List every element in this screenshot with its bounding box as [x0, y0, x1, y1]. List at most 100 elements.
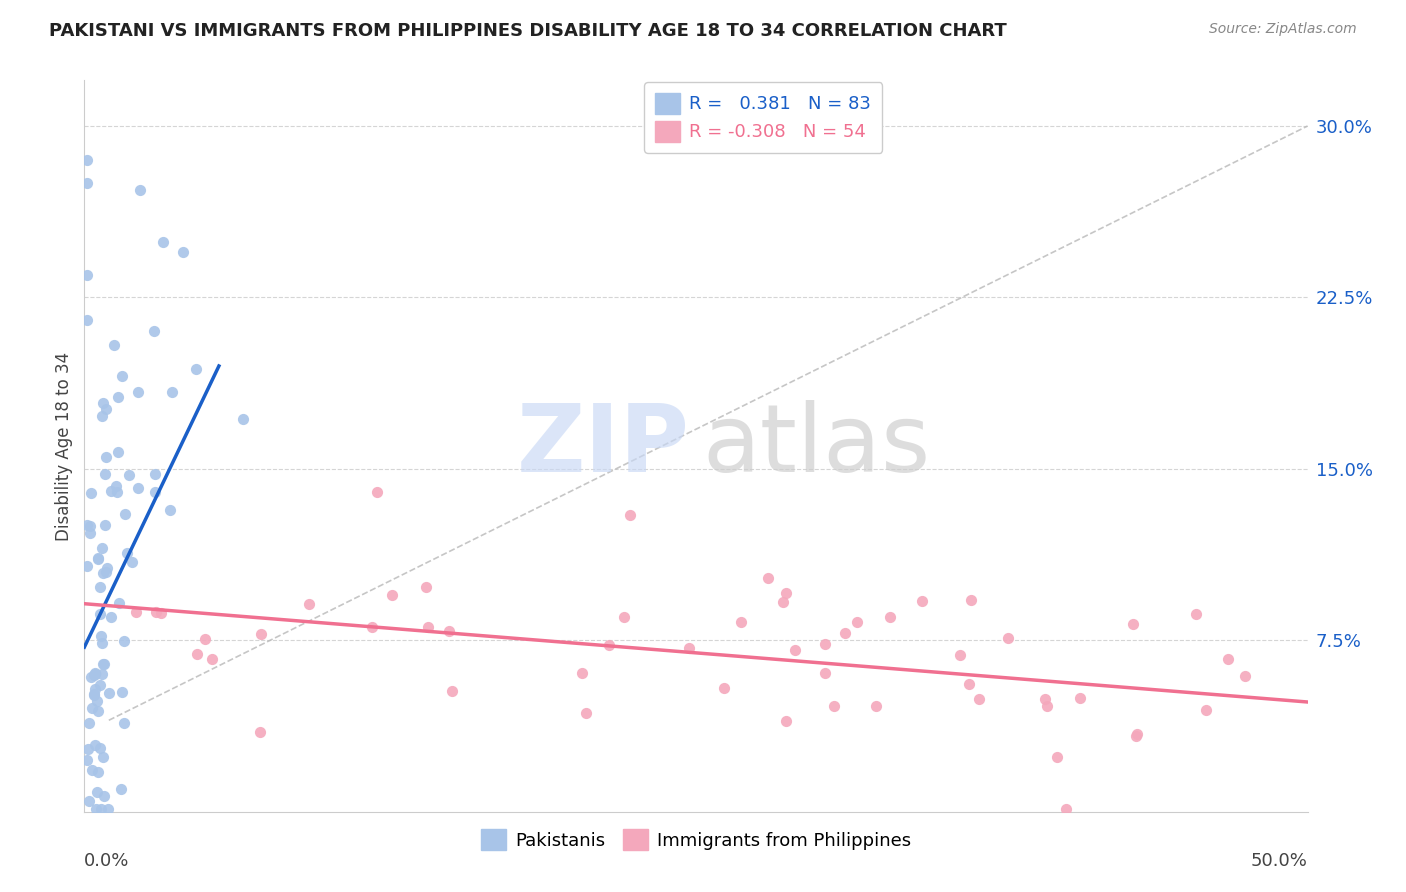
Point	[108, 596, 131, 610]
Point	[911, 594, 934, 608]
Point	[76, 558, 98, 573]
Point	[94, 565, 117, 579]
Point	[91, 749, 114, 764]
Point	[834, 625, 856, 640]
Point	[93, 566, 115, 580]
Point	[89, 741, 111, 756]
Point	[150, 606, 173, 620]
Point	[775, 714, 797, 728]
Point	[1069, 691, 1091, 706]
Point	[118, 468, 141, 483]
Point	[89, 580, 111, 594]
Point	[960, 593, 983, 607]
Point	[441, 683, 464, 698]
Point	[249, 725, 271, 739]
Point	[783, 642, 806, 657]
Point	[143, 467, 166, 482]
Point	[437, 624, 460, 639]
Point	[756, 570, 779, 584]
Point	[172, 244, 194, 259]
Point	[678, 641, 700, 656]
Point	[110, 781, 132, 796]
Point	[598, 638, 620, 652]
Point	[76, 753, 98, 767]
Point	[298, 597, 321, 611]
Point	[84, 682, 107, 697]
Point	[77, 794, 100, 808]
Point	[124, 605, 146, 619]
Point	[100, 483, 122, 498]
Point	[114, 508, 136, 522]
Point	[93, 789, 115, 804]
Point	[76, 517, 98, 532]
Point	[83, 668, 105, 682]
Point	[201, 652, 224, 666]
Point	[1054, 802, 1077, 816]
Point	[366, 484, 388, 499]
Point	[80, 763, 103, 777]
Point	[87, 551, 110, 566]
Point	[865, 699, 887, 714]
Point	[1125, 726, 1147, 740]
Point	[845, 615, 868, 629]
Point	[80, 485, 103, 500]
Legend: Pakistanis, Immigrants from Philippines: Pakistanis, Immigrants from Philippines	[474, 822, 918, 857]
Point	[84, 667, 107, 681]
Point	[86, 694, 108, 708]
Point	[87, 704, 110, 718]
Y-axis label: Disability Age 18 to 34: Disability Age 18 to 34	[55, 351, 73, 541]
Point	[730, 615, 752, 630]
Point	[94, 450, 117, 464]
Point	[1216, 651, 1239, 665]
Point	[89, 678, 111, 692]
Text: atlas: atlas	[702, 400, 931, 492]
Point	[98, 686, 121, 700]
Point	[89, 607, 111, 621]
Point	[121, 555, 143, 569]
Point	[83, 688, 105, 702]
Point	[1035, 698, 1057, 713]
Point	[949, 648, 972, 662]
Point	[361, 620, 384, 634]
Point	[77, 741, 100, 756]
Point	[91, 667, 114, 681]
Point	[83, 687, 105, 701]
Point	[416, 620, 439, 634]
Point	[232, 412, 254, 426]
Point	[957, 676, 980, 690]
Point	[1195, 703, 1218, 717]
Point	[87, 764, 110, 779]
Point	[90, 629, 112, 643]
Point	[80, 670, 103, 684]
Point	[91, 657, 114, 671]
Point	[381, 588, 404, 602]
Point	[112, 634, 135, 648]
Point	[97, 802, 120, 816]
Point	[250, 627, 273, 641]
Point	[143, 485, 166, 500]
Point	[814, 637, 837, 651]
Point	[91, 541, 114, 556]
Point	[879, 610, 901, 624]
Point	[159, 502, 181, 516]
Point	[76, 268, 98, 282]
Point	[93, 657, 115, 672]
Point	[127, 481, 149, 495]
Point	[823, 698, 845, 713]
Point	[194, 632, 217, 646]
Point	[76, 153, 98, 168]
Point	[1234, 669, 1257, 683]
Point	[127, 384, 149, 399]
Point	[775, 586, 797, 600]
Point	[575, 706, 598, 720]
Point	[142, 324, 165, 338]
Point	[111, 368, 134, 383]
Point	[105, 484, 128, 499]
Point	[772, 595, 794, 609]
Point	[79, 519, 101, 533]
Point	[87, 551, 110, 566]
Text: 0.0%: 0.0%	[84, 852, 129, 870]
Point	[713, 681, 735, 696]
Text: ZIP: ZIP	[517, 400, 690, 492]
Point	[1046, 750, 1069, 764]
